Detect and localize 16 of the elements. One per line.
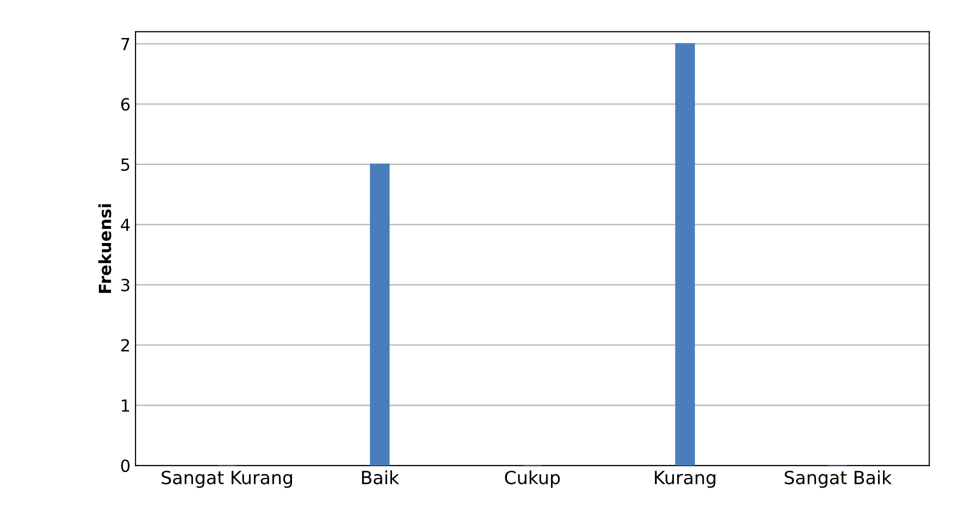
x-tick-label: Sangat Baik [784,470,892,488]
y-tick-label: 4 [120,218,130,231]
y-axis-title: Frekuensi [98,204,112,293]
bar [370,164,390,466]
y-tick-label: 6 [121,98,130,111]
x-tick-label: Baik [362,470,400,484]
y-tick-label: 7 [121,38,130,50]
y-tick-label: 0 [121,459,130,472]
x-tick-label: Kurang [654,470,716,488]
bar [675,43,695,466]
x-tick-label: Cukup [504,470,560,488]
y-tick-label: 5 [121,158,130,171]
y-tick-label: 1 [122,399,130,412]
x-tick-label: Sangat Kurang [162,470,292,488]
y-tick-label: 2 [121,338,129,352]
y-tick-label: 3 [121,278,130,292]
